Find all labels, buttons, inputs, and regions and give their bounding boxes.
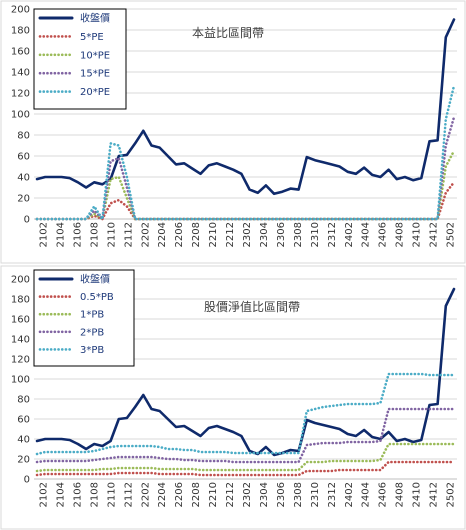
y-tick-label: 200 bbox=[11, 275, 30, 286]
x-tick-label: 2108 bbox=[89, 222, 100, 247]
x-tick-label: 2302 bbox=[242, 482, 253, 507]
x-tick-label: 2104 bbox=[55, 222, 66, 247]
y-tick-label: 20 bbox=[17, 455, 30, 466]
y-tick-label: 180 bbox=[11, 26, 30, 37]
y-tick-label: 60 bbox=[17, 415, 30, 426]
series-line-2 bbox=[35, 460, 456, 477]
y-tick-label: 180 bbox=[11, 295, 30, 306]
x-tick-label: 2312 bbox=[327, 482, 338, 507]
legend-label: 1*PB bbox=[80, 310, 104, 321]
legend-label: 2*PB bbox=[80, 327, 104, 338]
x-tick-label: 2204 bbox=[157, 222, 168, 247]
y-tick-label: 160 bbox=[11, 47, 30, 58]
x-tick-label: 2108 bbox=[89, 482, 100, 507]
x-tick-label: 2208 bbox=[191, 222, 202, 247]
y-tick-label: 0 bbox=[24, 475, 30, 486]
y-tick-label: 40 bbox=[17, 435, 30, 446]
x-tick-label: 2408 bbox=[395, 482, 406, 507]
chart-title: 股價淨值比區間帶 bbox=[204, 299, 300, 314]
x-tick-label: 2106 bbox=[72, 482, 83, 507]
legend-label: 3*PB bbox=[80, 345, 104, 356]
x-tick-label: 2402 bbox=[344, 222, 355, 247]
x-tick-label: 2308 bbox=[293, 222, 304, 247]
x-tick-label: 2412 bbox=[429, 222, 440, 247]
x-tick-label: 2304 bbox=[259, 222, 270, 247]
x-tick-label: 2110 bbox=[106, 482, 117, 507]
x-tick-label: 2412 bbox=[429, 482, 440, 507]
x-tick-label: 2212 bbox=[225, 222, 236, 247]
x-tick-label: 2304 bbox=[259, 482, 270, 507]
x-tick-label: 2404 bbox=[361, 222, 372, 247]
legend-label: 收盤價 bbox=[80, 273, 110, 286]
y-tick-label: 140 bbox=[11, 68, 30, 79]
legend-label: 10*PE bbox=[80, 50, 110, 61]
x-tick-label: 2102 bbox=[39, 222, 50, 247]
y-tick-label: 120 bbox=[11, 89, 30, 100]
series-line-4 bbox=[35, 407, 456, 464]
legend-label: 收盤價 bbox=[80, 12, 110, 25]
y-tick-label: 20 bbox=[17, 194, 30, 205]
x-tick-label: 2112 bbox=[123, 482, 134, 507]
y-tick-label: 120 bbox=[11, 355, 30, 366]
y-tick-label: 160 bbox=[11, 315, 30, 326]
x-tick-label: 2308 bbox=[293, 482, 304, 507]
x-tick-label: 2306 bbox=[276, 222, 287, 247]
x-tick-label: 2106 bbox=[72, 222, 83, 247]
x-tick-label: 2202 bbox=[140, 482, 151, 507]
x-tick-label: 2212 bbox=[225, 482, 236, 507]
y-tick-label: 100 bbox=[11, 375, 30, 386]
x-tick-label: 2406 bbox=[378, 482, 389, 507]
x-tick-label: 2306 bbox=[276, 482, 287, 507]
x-tick-label: 2408 bbox=[395, 222, 406, 247]
x-tick-label: 2206 bbox=[174, 222, 185, 247]
x-tick-label: 2102 bbox=[39, 482, 50, 507]
y-tick-label: 40 bbox=[17, 173, 30, 184]
x-tick-label: 2104 bbox=[55, 482, 66, 507]
x-tick-label: 2310 bbox=[310, 222, 321, 247]
x-tick-label: 2302 bbox=[242, 222, 253, 247]
y-tick-label: 80 bbox=[17, 131, 30, 142]
y-tick-label: 140 bbox=[11, 335, 30, 346]
y-tick-label: 100 bbox=[11, 110, 30, 121]
legend-label: 5*PE bbox=[80, 32, 104, 43]
legend-label: 15*PE bbox=[80, 69, 110, 80]
y-tick-label: 60 bbox=[17, 152, 30, 163]
x-tick-label: 2502 bbox=[446, 482, 457, 507]
x-tick-label: 2208 bbox=[191, 482, 202, 507]
legend-label: 0.5*PB bbox=[80, 292, 114, 303]
chart-2: 0 20 40 60 80 100 120 140 160 180 200 2102 2104 2106 2… bbox=[0, 265, 466, 530]
x-tick-label: 2402 bbox=[344, 482, 355, 507]
x-tick-label: 2502 bbox=[446, 222, 457, 247]
x-tick-label: 2110 bbox=[106, 222, 117, 247]
x-tick-label: 2210 bbox=[208, 482, 219, 507]
chart-1: 0 20 40 60 80 100 120 140 160 180 200 2102 2104 2106 2… bbox=[0, 0, 466, 264]
series-line-5 bbox=[35, 84, 456, 221]
x-tick-label: 2312 bbox=[327, 222, 338, 247]
x-tick-label: 2210 bbox=[208, 222, 219, 247]
series-line-1 bbox=[35, 287, 456, 457]
legend-box bbox=[33, 8, 127, 110]
x-tick-label: 2406 bbox=[378, 222, 389, 247]
chart-title: 本益比區間帶 bbox=[192, 26, 264, 40]
x-tick-label: 2202 bbox=[140, 222, 151, 247]
y-tick-label: 80 bbox=[17, 395, 30, 406]
x-tick-label: 2410 bbox=[412, 222, 423, 247]
x-tick-label: 2410 bbox=[412, 482, 423, 507]
x-tick-label: 2112 bbox=[123, 222, 134, 247]
legend-label: 20*PE bbox=[80, 87, 110, 98]
x-tick-label: 2206 bbox=[174, 482, 185, 507]
x-tick-label: 2404 bbox=[361, 482, 372, 507]
y-tick-label: 200 bbox=[11, 5, 30, 16]
x-tick-label: 2204 bbox=[157, 482, 168, 507]
x-tick-label: 2310 bbox=[310, 482, 321, 507]
y-tick-label: 0 bbox=[24, 215, 30, 226]
series-line-1 bbox=[35, 18, 456, 196]
series-line-5 bbox=[35, 372, 456, 456]
series-line-3 bbox=[35, 442, 456, 473]
